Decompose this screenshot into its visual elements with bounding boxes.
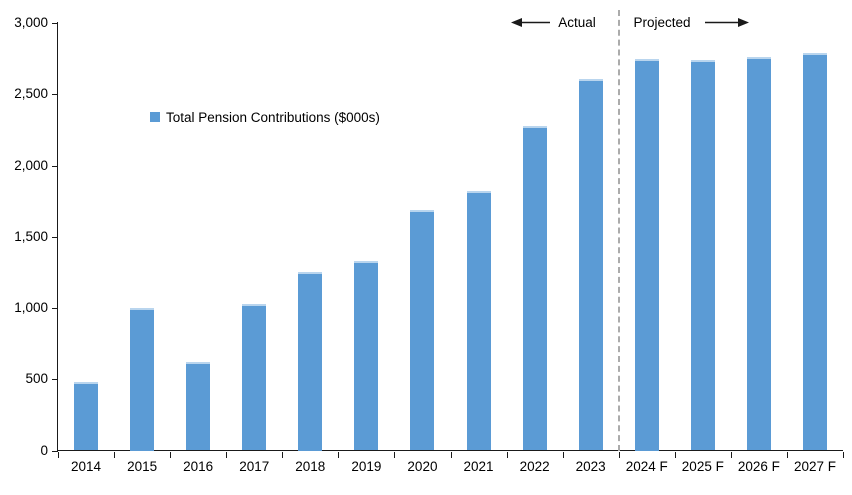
x-axis-tick xyxy=(282,451,284,458)
y-axis-tick xyxy=(52,379,58,381)
x-axis-label: 2017 xyxy=(239,459,270,474)
right-arrow-icon xyxy=(705,18,749,27)
y-axis-tick-label: 2,500 xyxy=(14,86,48,102)
y-axis-tick xyxy=(52,308,58,309)
x-axis-tick xyxy=(226,451,228,458)
x-axis-tick xyxy=(618,451,620,458)
x-axis-label: 2014 xyxy=(71,459,102,474)
x-axis-label: 2027 F xyxy=(793,459,836,474)
x-axis-tick xyxy=(170,451,172,458)
y-axis-tick-label: 2,000 xyxy=(14,157,48,173)
y-axis-tick-label: 1,500 xyxy=(14,228,48,244)
x-axis-label: 2026 F xyxy=(737,459,780,474)
legend: Total Pension Contributions ($000s) xyxy=(150,108,380,126)
x-axis-line xyxy=(57,450,843,451)
x-axis-label: 2021 xyxy=(463,459,494,474)
x-axis-label: 2024 F xyxy=(625,459,668,474)
actual-label: Actual xyxy=(558,15,596,30)
x-axis-tick xyxy=(786,451,788,458)
legend-label: Total Pension Contributions ($000s) xyxy=(166,109,380,125)
x-axis-label: 2023 xyxy=(575,459,606,474)
bar-2022 xyxy=(522,125,547,451)
y-axis-tick xyxy=(52,450,58,452)
bar-2023 xyxy=(578,78,603,451)
x-axis-tick xyxy=(394,451,396,458)
x-axis-label: 2019 xyxy=(351,459,382,474)
y-axis-tick xyxy=(52,94,58,96)
y-axis-tick xyxy=(52,23,58,24)
x-axis-tick xyxy=(506,451,508,458)
bar-2019 xyxy=(354,260,379,451)
bar-2027-f xyxy=(802,52,827,451)
x-axis-tick xyxy=(450,451,452,458)
x-axis-tick xyxy=(562,451,564,458)
x-axis-tick xyxy=(58,451,59,458)
bar-2017 xyxy=(242,303,267,451)
bar-2014 xyxy=(74,382,99,451)
left-arrow-icon xyxy=(511,18,550,27)
x-axis-tick xyxy=(338,451,340,458)
x-axis-tick xyxy=(843,451,844,458)
bar-2020 xyxy=(410,209,435,451)
x-axis-label: 2015 xyxy=(127,459,158,474)
bar-2026-f xyxy=(746,57,771,451)
bar-2024-f xyxy=(634,58,659,451)
y-axis-tick-label: 500 xyxy=(25,371,48,387)
y-axis-tick xyxy=(52,165,58,167)
actual-projected-divider xyxy=(617,10,620,451)
y-axis-tick-label: 3,000 xyxy=(14,15,48,30)
y-axis-line xyxy=(57,22,58,451)
x-axis-label: 2025 F xyxy=(681,459,724,474)
x-axis-label: 2016 xyxy=(183,459,214,474)
x-axis-label: 2022 xyxy=(519,459,550,474)
y-axis-tick xyxy=(52,236,58,238)
x-axis-tick xyxy=(114,451,116,458)
bar-2015 xyxy=(130,308,155,451)
bar-2018 xyxy=(298,272,323,451)
projected-label: Projected xyxy=(633,15,691,30)
bar-2025-f xyxy=(690,60,715,451)
y-axis-tick-label: 1,000 xyxy=(14,300,48,315)
x-axis-tick xyxy=(674,451,676,458)
x-axis-label: 2020 xyxy=(407,459,438,474)
bar-2016 xyxy=(186,362,211,451)
x-axis-tick xyxy=(730,451,732,458)
y-axis-tick-label: 0 xyxy=(40,442,48,458)
bar-2021 xyxy=(466,191,491,451)
x-axis-label: 2018 xyxy=(295,459,326,474)
legend-marker-icon xyxy=(150,112,160,122)
